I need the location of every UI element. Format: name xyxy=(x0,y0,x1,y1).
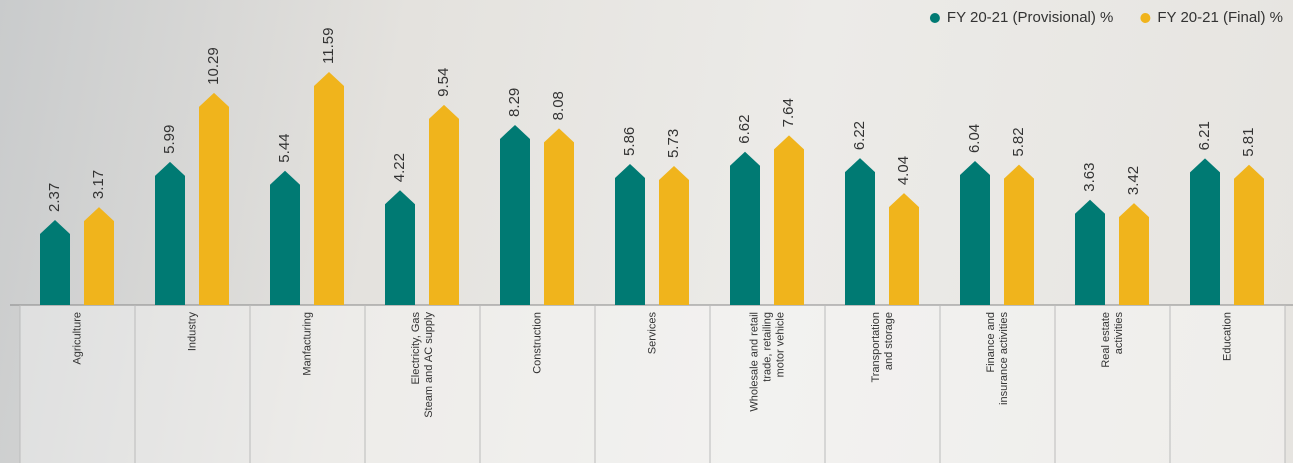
category-label: Real estate xyxy=(1100,312,1112,368)
value-label: 10.29 xyxy=(205,47,222,85)
value-label: 8.08 xyxy=(550,91,567,120)
bar xyxy=(429,104,459,306)
category-label: Construction xyxy=(531,312,543,374)
bar xyxy=(84,207,114,305)
category-label: Industry xyxy=(186,312,198,352)
bar xyxy=(730,151,760,305)
value-label: 4.04 xyxy=(895,156,912,185)
bar xyxy=(1075,199,1105,305)
category-label: and storage xyxy=(883,312,895,370)
bar xyxy=(544,128,574,305)
value-label: 7.64 xyxy=(780,98,797,127)
bar xyxy=(659,166,689,305)
bar xyxy=(270,170,300,305)
value-label: 5.82 xyxy=(1010,127,1027,156)
value-label: 6.21 xyxy=(1196,121,1213,150)
value-label: 3.63 xyxy=(1081,163,1098,192)
legend: FY 20-21 (Final) % FY 20-21 (Provisional)… xyxy=(929,9,1283,26)
bar xyxy=(615,163,645,305)
bar xyxy=(1234,164,1264,305)
bar xyxy=(1190,158,1220,305)
legend-swatch xyxy=(1140,13,1151,23)
value-label: 5.81 xyxy=(1240,128,1257,157)
bar xyxy=(1004,164,1034,305)
value-label: 5.73 xyxy=(665,129,682,158)
value-label: 3.42 xyxy=(1125,166,1142,195)
value-label: 5.99 xyxy=(161,125,178,154)
bar xyxy=(845,158,875,305)
category-label: Agriculture xyxy=(71,312,83,365)
value-label: 3.17 xyxy=(90,170,107,199)
category-label: Education xyxy=(1221,312,1233,361)
legend-label: FY 20-21 (Provisional) % xyxy=(947,9,1113,26)
category-label: motor vehicle xyxy=(774,312,786,377)
category-label: Finance and xyxy=(985,312,997,373)
bar xyxy=(889,193,919,305)
bar xyxy=(199,92,229,306)
category-label: Services xyxy=(646,312,658,355)
value-label: 6.22 xyxy=(851,121,868,150)
category-label: activities xyxy=(1113,312,1125,355)
value-label: 4.22 xyxy=(391,153,408,182)
bar xyxy=(155,161,185,305)
category-label: Wholesale and retail xyxy=(748,312,760,412)
value-label: 5.44 xyxy=(276,133,293,162)
category-label: Electricity, Gas xyxy=(410,312,422,385)
bar xyxy=(500,124,530,306)
legend-swatch xyxy=(929,13,940,23)
bar xyxy=(1119,203,1149,305)
bar xyxy=(774,135,804,305)
value-label: 2.37 xyxy=(46,183,63,212)
bar xyxy=(40,219,70,305)
category-label: insurance activities xyxy=(998,312,1010,405)
value-label: 8.29 xyxy=(506,88,523,117)
legend-label: FY 20-21 (Final) % xyxy=(1157,9,1283,26)
value-label: 11.59 xyxy=(320,28,337,64)
bar xyxy=(385,190,415,305)
value-label: 6.04 xyxy=(966,124,983,153)
category-label: Manfacturing xyxy=(301,312,313,376)
category-label: Transportation xyxy=(870,312,882,383)
value-label: 5.86 xyxy=(621,127,638,156)
category-label: Steam and AC supply xyxy=(423,312,435,418)
value-label: 9.54 xyxy=(435,68,452,97)
bar xyxy=(960,161,990,305)
category-strip xyxy=(20,305,1285,463)
category-label: trade, retailing xyxy=(761,312,773,382)
value-label: 6.62 xyxy=(736,115,753,144)
bar xyxy=(314,71,344,305)
